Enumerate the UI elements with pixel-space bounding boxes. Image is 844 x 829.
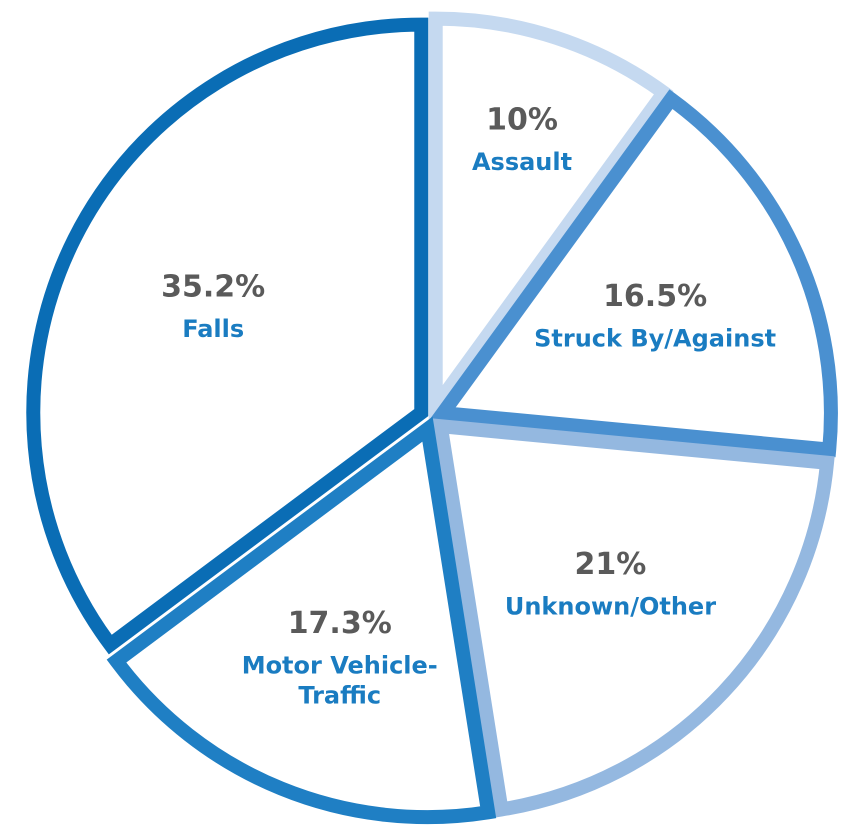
- category-label-line: Motor Vehicle-: [242, 652, 438, 680]
- pie-slice: [106, 416, 497, 825]
- category-label: Motor Vehicle-Traffic: [242, 652, 438, 710]
- pie-slice: [26, 17, 429, 655]
- category-label: Assault: [472, 148, 572, 176]
- value-label: 21%: [575, 547, 647, 582]
- value-label: 35.2%: [161, 270, 265, 305]
- category-label-line: Traffic: [298, 682, 381, 710]
- category-label: Unknown/Other: [505, 593, 716, 621]
- value-label: 16.5%: [603, 279, 707, 314]
- pie-slice: [428, 11, 674, 429]
- pie-slice: [430, 89, 838, 458]
- value-label: 17.3%: [288, 606, 392, 641]
- value-label: 10%: [486, 102, 558, 137]
- category-label: Falls: [182, 315, 244, 343]
- category-label: Struck By/Against: [534, 324, 776, 352]
- pie-slice: [432, 418, 835, 818]
